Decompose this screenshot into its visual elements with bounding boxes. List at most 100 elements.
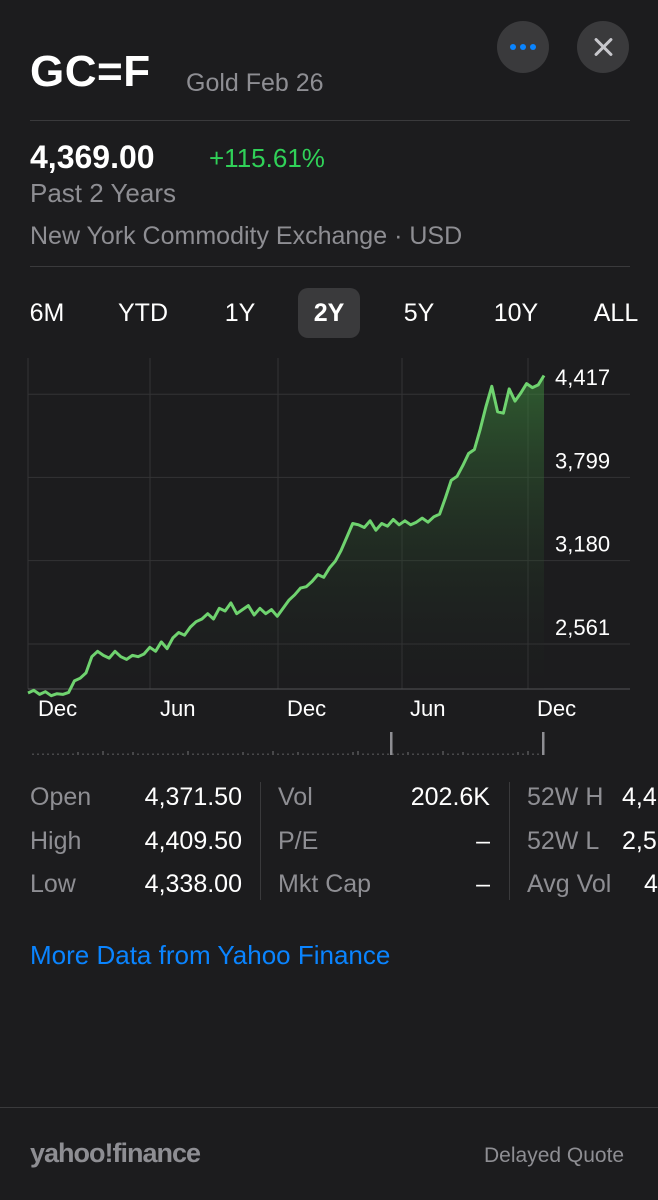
- volume-bar: [442, 751, 444, 755]
- exchange-label: New York Commodity Exchange · USD: [30, 222, 463, 250]
- range-tab-2y[interactable]: 2Y: [298, 288, 360, 338]
- volume-bar: [332, 753, 334, 755]
- volume-bar: [82, 753, 84, 755]
- volume-bar: [192, 753, 194, 755]
- volume-bar: [532, 753, 534, 755]
- volume-bar: [497, 753, 499, 755]
- volume-bar: [117, 753, 119, 755]
- volume-bar: [302, 753, 304, 755]
- volume-bar: [262, 753, 264, 755]
- more-data-link[interactable]: More Data from Yahoo Finance: [30, 940, 391, 970]
- stat-pe-label: P/E: [278, 827, 319, 855]
- range-tab-1y[interactable]: 1Y: [224, 298, 256, 327]
- volume-bar: [242, 752, 244, 755]
- volume-bar: [482, 753, 484, 755]
- volume-bar: [432, 753, 434, 755]
- stat-open-value: 4,371.50: [144, 783, 242, 811]
- stat-avgvol-value: 4: [644, 870, 658, 898]
- volume-bar: [172, 753, 174, 755]
- volume-bar: [122, 753, 124, 755]
- volume-bar: [267, 753, 269, 755]
- stat-vol-value: 202.6K: [410, 783, 490, 811]
- volume-bar: [97, 753, 99, 755]
- volume-bar: [277, 753, 279, 755]
- volume-bar: [452, 753, 454, 755]
- stat-52wh-label: 52W H: [527, 783, 604, 811]
- stat-high-value: 4,409.50: [144, 827, 242, 855]
- volume-bar: [227, 753, 229, 755]
- range-tab-10y[interactable]: 10Y: [493, 298, 539, 327]
- quote-divider: [30, 266, 630, 267]
- volume-bar: [202, 753, 204, 755]
- volume-bar: [467, 753, 469, 755]
- volume-bar: [322, 753, 324, 755]
- stat-mktcap-label: Mkt Cap: [278, 870, 372, 898]
- y-tick-label: 4,417: [555, 365, 610, 390]
- current-price: 4,369.00: [30, 139, 155, 175]
- volume-bar: [437, 753, 439, 755]
- price-chart[interactable]: 4,417 3,799 3,180 2,561 Dec Jun Dec Jun Dec: [0, 350, 658, 760]
- volume-bar: [357, 751, 359, 755]
- volume-bar: [217, 753, 219, 755]
- volume-bar: [522, 753, 524, 755]
- more-button[interactable]: [497, 21, 549, 73]
- volume-bar: [417, 753, 419, 755]
- column-divider: [509, 782, 510, 900]
- volume-bar: [377, 753, 379, 755]
- volume-bar: [527, 751, 529, 755]
- volume-bar: [390, 732, 393, 755]
- range-tab-6m[interactable]: 6M: [29, 298, 65, 327]
- volume-bar: [447, 753, 449, 755]
- x-tick-label: Dec: [38, 696, 77, 721]
- volume-bar: [502, 753, 504, 755]
- volume-bar: [307, 753, 309, 755]
- y-tick-label: 2,561: [555, 615, 610, 640]
- volume-bar: [392, 753, 394, 755]
- y-tick-label: 3,180: [555, 532, 610, 557]
- volume-bar: [342, 753, 344, 755]
- volume-bar: [382, 753, 384, 755]
- volume-bar: [347, 753, 349, 755]
- volume-bar: [512, 753, 514, 755]
- volume-bar: [137, 753, 139, 755]
- close-button[interactable]: [577, 21, 629, 73]
- volume-bar: [212, 753, 214, 755]
- price-line: [27, 374, 546, 698]
- footer-divider: [0, 1107, 658, 1108]
- volume-bar: [162, 753, 164, 755]
- volume-bar: [102, 751, 104, 755]
- volume-bar: [317, 753, 319, 755]
- stat-open-label: Open: [30, 783, 92, 811]
- volume-bar: [462, 752, 464, 755]
- volume-bar: [477, 753, 479, 755]
- stat-low-label: Low: [30, 870, 76, 898]
- volume-bar: [182, 753, 184, 755]
- volume-bar: [127, 753, 129, 755]
- volume-bar: [507, 753, 509, 755]
- volume-bar: [422, 753, 424, 755]
- volume-bar: [292, 753, 294, 755]
- ellipsis-icon: [510, 44, 536, 50]
- volume-bar: [207, 753, 209, 755]
- range-tab-5y[interactable]: 5Y: [403, 298, 435, 327]
- volume-bar: [247, 753, 249, 755]
- range-tab-all[interactable]: ALL: [593, 298, 639, 327]
- range-tab-ytd[interactable]: YTD: [118, 298, 168, 327]
- volume-bar: [252, 753, 254, 755]
- volume-bar: [77, 752, 79, 755]
- price-area: [28, 375, 544, 696]
- percent-change: +115.61%: [209, 143, 325, 173]
- volume-bar: [72, 753, 74, 755]
- volume-bar: [87, 753, 89, 755]
- x-tick-label: Dec: [537, 696, 576, 721]
- volume-bar: [112, 753, 114, 755]
- volume-bar: [197, 753, 199, 755]
- yahoo-finance-logo: yahoo!finance: [30, 1138, 201, 1168]
- volume-bar: [367, 753, 369, 755]
- volume-bar: [142, 753, 144, 755]
- instrument-name: Gold Feb 26: [186, 69, 324, 97]
- volume-bar: [312, 753, 314, 755]
- volume-bar: [177, 753, 179, 755]
- volume-bar: [132, 752, 134, 755]
- volume-bar: [37, 753, 39, 755]
